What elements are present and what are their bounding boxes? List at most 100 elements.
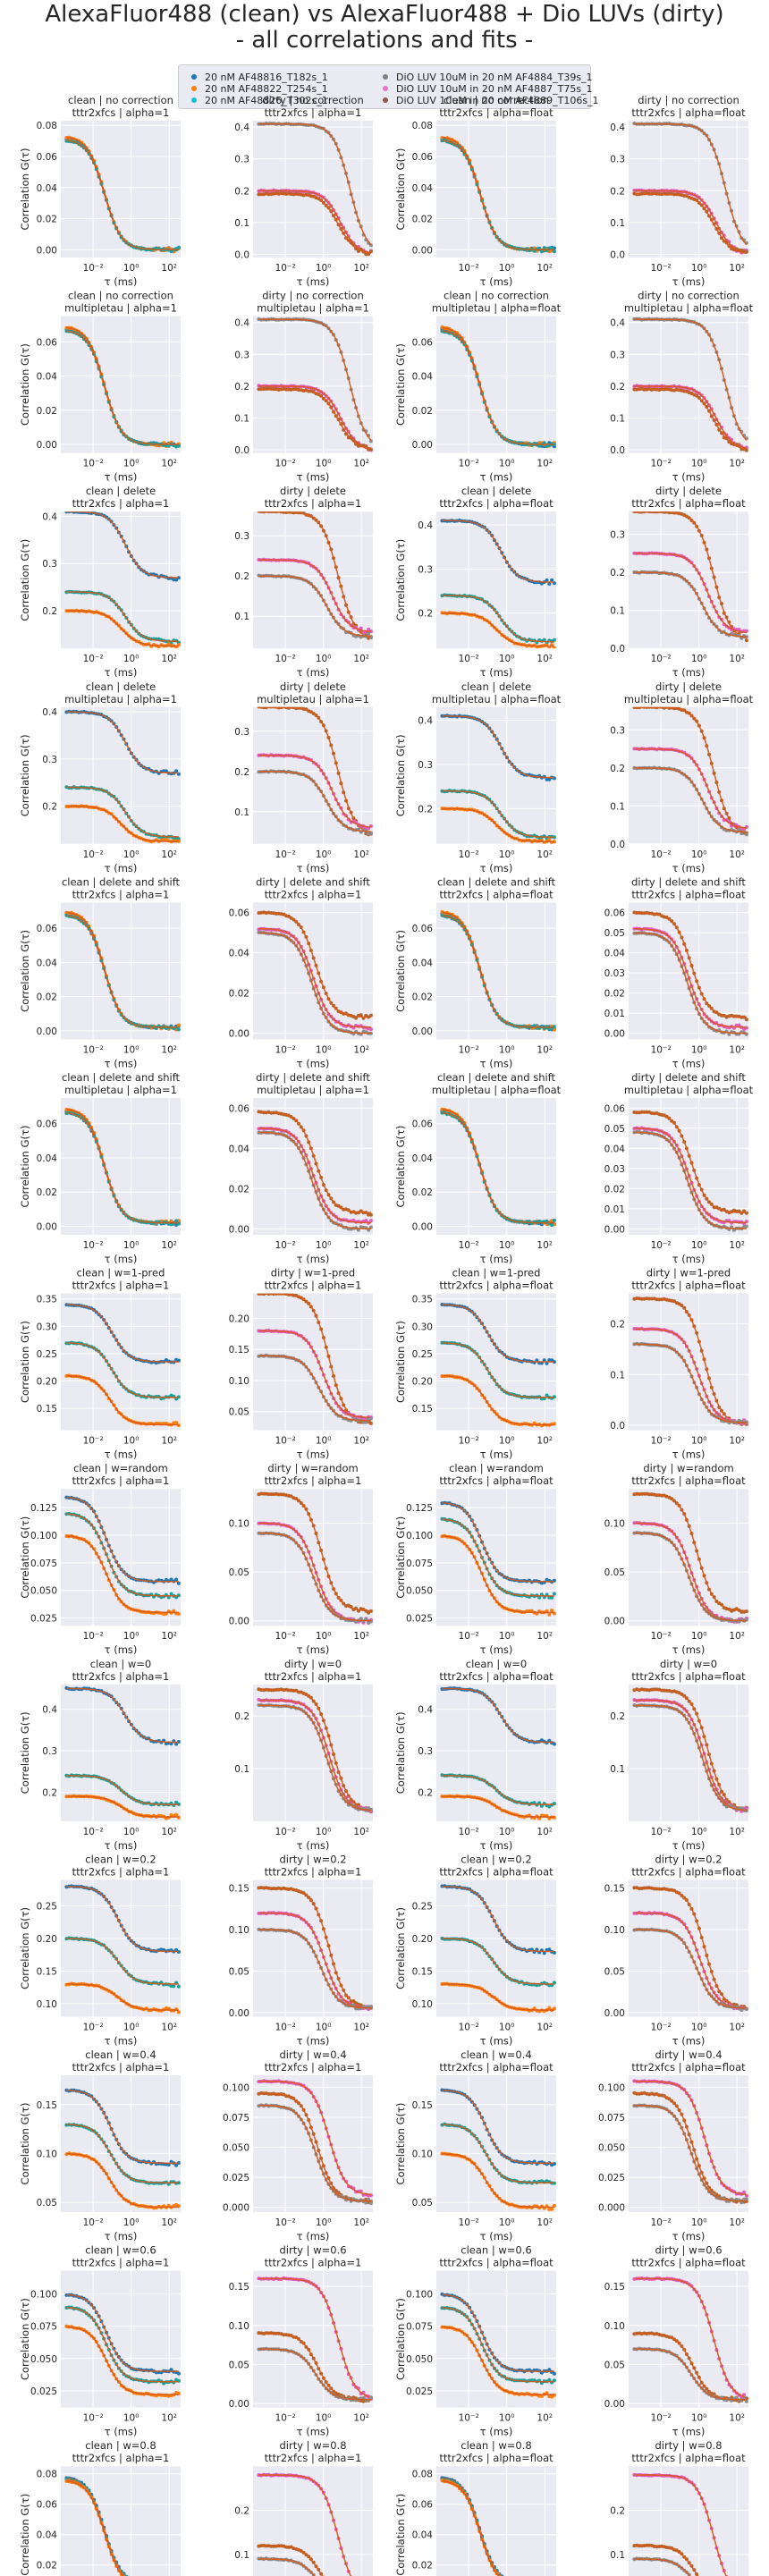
- y-tick-label: 0.3: [610, 725, 625, 736]
- fit-line: [258, 1128, 371, 1224]
- x-tick-label: 10⁻²: [275, 654, 296, 664]
- y-tick-label: 0.02: [412, 992, 433, 1003]
- data-point: [552, 249, 556, 254]
- data-point: [361, 1420, 366, 1424]
- plot-marks: [440, 325, 556, 449]
- x-tick-label: 10²: [161, 1240, 177, 1251]
- y-tick-label: 0.00: [229, 1617, 249, 1627]
- y-tick-label: 0.06: [412, 1119, 434, 1130]
- legend-marker: [191, 74, 197, 80]
- y-tick-label: 0.00: [229, 1224, 249, 1235]
- x-tick-label: 10⁻²: [651, 1240, 672, 1251]
- plot-area: [436, 511, 556, 649]
- plot-area: [629, 1098, 748, 1235]
- y-tick-label: 0.04: [37, 958, 58, 968]
- plot-marks: [64, 709, 181, 844]
- y-tick-label: 0.1: [234, 413, 249, 424]
- subplot-title-line2: tttr2xfcs | alpha=1: [72, 1280, 170, 1292]
- y-tick-label: 0.1: [610, 606, 625, 617]
- x-axis-label: τ (ms): [672, 1448, 706, 1461]
- data-point: [169, 1592, 173, 1596]
- fit-line: [258, 559, 371, 633]
- y-tick-label: 0.0: [610, 445, 625, 456]
- legend-label: DiO LUV 10uM in 20 nM AF4887_T75s_1: [396, 83, 593, 95]
- data-point: [542, 246, 546, 250]
- fit-line: [634, 318, 748, 441]
- fit-line: [442, 595, 554, 643]
- x-tick-label: 10⁰: [316, 1436, 332, 1447]
- subplot-title-line1: clean | delete and shift: [437, 875, 556, 888]
- plot-marks: [632, 706, 748, 837]
- x-tick-label: 10²: [161, 654, 177, 664]
- data-point: [367, 1610, 371, 1615]
- y-tick-label: 0.04: [412, 1153, 434, 1164]
- y-tick-label: 0.02: [229, 989, 249, 1000]
- x-tick-label: 10⁻²: [651, 459, 672, 469]
- subplot-title-line2: multipletau | alpha=float: [432, 693, 562, 705]
- x-tick-label: 10⁻²: [83, 263, 104, 274]
- x-tick-label: 10⁻²: [459, 654, 479, 664]
- y-tick-label: 0.0: [610, 249, 625, 260]
- plot-marks: [632, 1110, 748, 1232]
- legend-item: 20 nM AF48826_T302s_1: [191, 95, 328, 106]
- y-tick-label: 0.30: [412, 1322, 433, 1332]
- subplot-title-line2: tttr2xfcs | alpha=float: [439, 1280, 554, 1292]
- plot-area: [629, 316, 748, 453]
- x-axis-label: τ (ms): [297, 275, 330, 288]
- y-tick-label: 0.100: [30, 1531, 57, 1541]
- data-point: [552, 1218, 556, 1222]
- x-tick-label: 10⁻²: [459, 263, 479, 274]
- x-tick-label: 10⁻²: [459, 849, 479, 860]
- x-axis-label: τ (ms): [672, 1253, 706, 1265]
- y-tick-label: 0.4: [42, 511, 57, 522]
- y-tick-label: 0.10: [229, 1518, 249, 1529]
- x-tick-label: 10⁰: [316, 1631, 332, 1642]
- y-tick-label: 0.01: [604, 1204, 625, 1215]
- legend: 20 nM AF48816_T182s_1 DiO LUV 10uM in 20…: [178, 64, 599, 109]
- subplot-title-line1: clean | no correction: [68, 290, 173, 302]
- x-tick-label: 10⁻²: [83, 1436, 104, 1447]
- y-tick-label: 0.08: [37, 121, 57, 131]
- fit-line: [66, 1111, 179, 1224]
- y-tick-label: 0.02: [37, 992, 57, 1003]
- plot-marks: [257, 122, 373, 257]
- data-point: [174, 1219, 179, 1223]
- y-tick-label: 0.2: [234, 382, 249, 393]
- y-tick-label: 0.2: [418, 804, 433, 815]
- y-axis-label: Correlation G(τ): [394, 930, 407, 1012]
- x-tick-label: 10²: [161, 1631, 177, 1642]
- y-axis-label: Correlation G(τ): [19, 1126, 31, 1208]
- data-point: [176, 1027, 181, 1032]
- x-axis-label: τ (ms): [672, 666, 706, 679]
- x-tick-label: 10⁰: [691, 1436, 707, 1447]
- x-tick-label: 10²: [729, 459, 745, 469]
- x-tick-label: 10⁻²: [83, 1631, 104, 1642]
- y-tick-label: 0.05: [604, 928, 625, 939]
- fit-line: [442, 714, 554, 779]
- plot-area: [61, 902, 181, 1040]
- y-tick-label: 0.06: [37, 152, 58, 163]
- legend-marker: [383, 74, 388, 80]
- data-point: [364, 1219, 368, 1222]
- data-point: [744, 448, 748, 452]
- fit-line: [66, 915, 179, 1028]
- plot-area: [253, 121, 373, 258]
- fit-line: [258, 928, 371, 1028]
- y-tick-label: 0.3: [610, 350, 625, 360]
- data-point: [176, 1023, 181, 1027]
- y-tick-label: 0.025: [30, 1614, 57, 1625]
- fit-line: [634, 571, 747, 638]
- x-tick-label: 10²: [729, 849, 745, 860]
- x-tick-label: 10⁰: [499, 1436, 515, 1447]
- subplot-title-line2: multipletau | alpha=1: [257, 302, 369, 315]
- plot-marks: [632, 511, 748, 643]
- fit-line: [66, 711, 179, 774]
- x-axis-label: τ (ms): [105, 471, 138, 484]
- data-point: [174, 769, 179, 773]
- x-tick-label: 10⁻²: [651, 1044, 672, 1055]
- subplot-title-line1: clean | delete and shift: [437, 1071, 556, 1084]
